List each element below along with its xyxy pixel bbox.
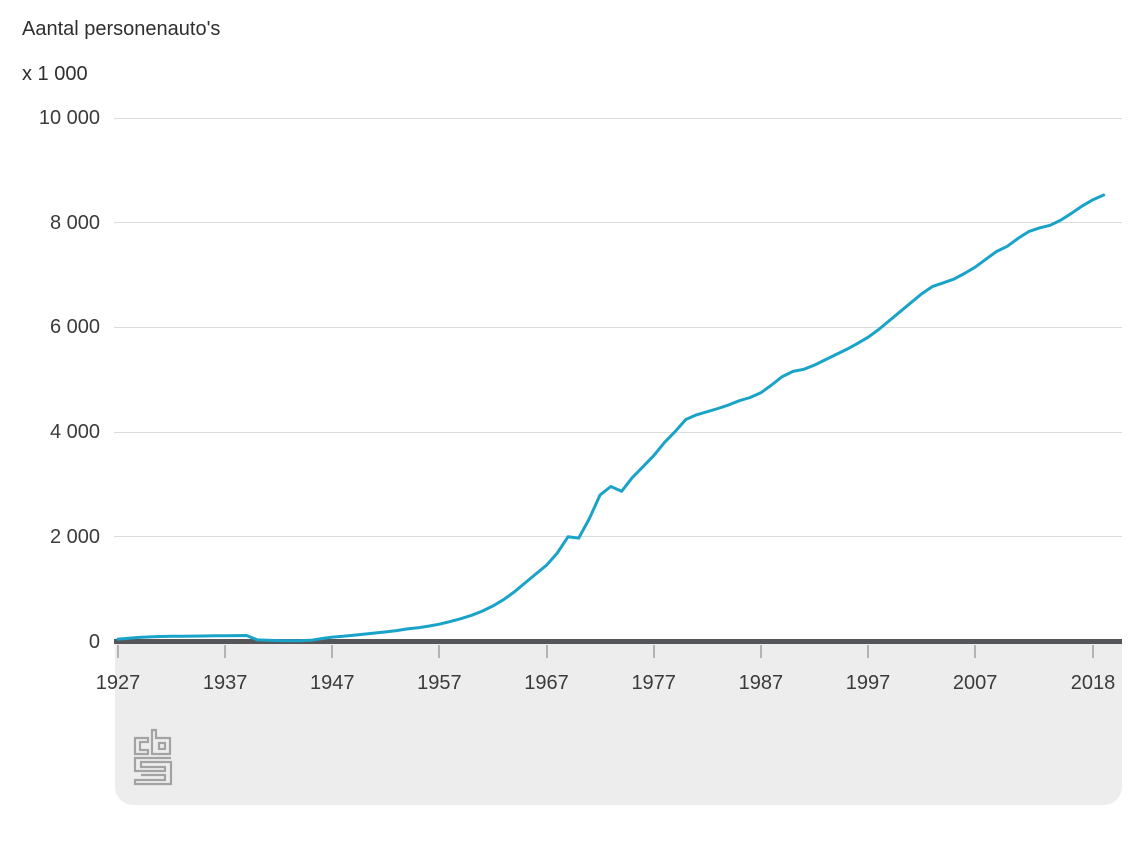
x-axis-tick-label: 1977 xyxy=(631,672,676,694)
x-axis-tick-label: 1967 xyxy=(524,672,569,694)
gridline xyxy=(114,326,1122,328)
x-axis-tick-label: 2007 xyxy=(952,672,998,694)
chart-title: Aantal personenauto's xyxy=(22,18,221,40)
x-axis-tick xyxy=(545,645,548,658)
gridline xyxy=(114,536,1122,538)
cbs-logo-letter-s xyxy=(133,756,173,786)
x-axis-tick-label: 1957 xyxy=(417,672,462,694)
y-axis-tick-label: 2 000 xyxy=(49,525,100,548)
data-line-personenautos xyxy=(116,193,1106,643)
x-axis-tick-label: 1987 xyxy=(738,672,784,694)
cbs-logo xyxy=(133,728,173,786)
y-axis-tick-label: 10 000 xyxy=(38,107,100,129)
cbs-logo-letter-c xyxy=(133,736,150,756)
chart-unit-label: x 1 000 xyxy=(22,63,88,85)
x-axis-tick-label: 1937 xyxy=(202,672,248,694)
x-axis-tick xyxy=(438,645,441,658)
cbs-logo-letter-b xyxy=(150,728,172,756)
x-axis-tick xyxy=(331,645,334,658)
x-axis-tick xyxy=(866,645,869,658)
gridline xyxy=(114,222,1122,224)
x-axis-tick xyxy=(117,645,119,658)
x-axis-line xyxy=(114,639,1122,644)
gridline xyxy=(114,117,1122,119)
y-axis-tick-label: 0 xyxy=(88,630,100,653)
y-axis-tick-label: 4 000 xyxy=(49,421,100,444)
x-axis-tick xyxy=(224,645,227,658)
x-axis-band xyxy=(115,644,1122,805)
x-axis-tick xyxy=(1091,645,1094,658)
x-axis-tick-label: 1927 xyxy=(95,672,141,694)
gridline xyxy=(114,431,1122,433)
cbs-logo-letter-b-counter xyxy=(157,741,167,751)
y-axis-tick-label: 8 000 xyxy=(49,211,100,234)
x-axis-tick-label: 1947 xyxy=(310,672,355,694)
x-axis-tick xyxy=(652,645,655,658)
x-axis-tick-label: 2018 xyxy=(1070,672,1116,694)
x-axis-tick-label: 1997 xyxy=(845,672,891,694)
y-axis-tick-label: 6 000 xyxy=(49,316,100,339)
x-axis-tick xyxy=(759,645,762,658)
x-axis-tick xyxy=(974,645,977,658)
